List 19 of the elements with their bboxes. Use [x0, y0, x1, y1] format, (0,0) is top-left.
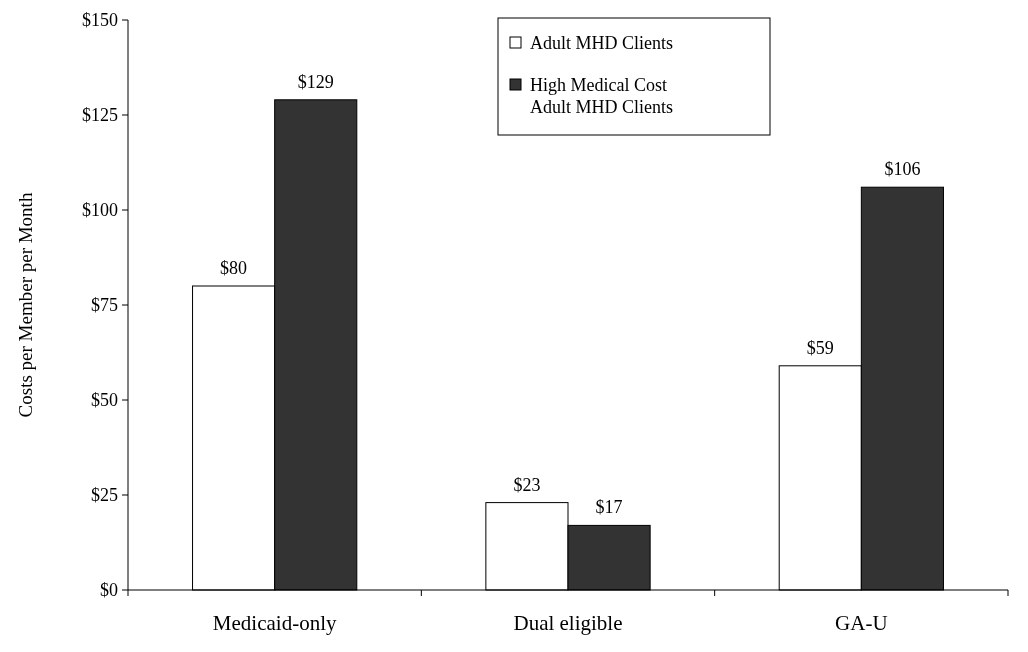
legend-label: High Medical Cost Adult MHD Clients — [530, 75, 674, 117]
y-tick-label: $50 — [91, 390, 118, 411]
y-tick-label: $75 — [91, 295, 118, 316]
data-label: $80 — [220, 258, 248, 278]
data-label: $17 — [595, 497, 623, 518]
y-axis-title: Costs per Member per Month — [15, 192, 36, 418]
data-label: $23 — [513, 474, 541, 495]
y-tick-label: $150 — [82, 10, 118, 31]
y-tick-label: $0 — [100, 580, 118, 601]
x-tick-label: GA-U — [835, 611, 888, 635]
legend-label: Adult MHD Clients — [530, 33, 674, 54]
y-tick-label: $25 — [91, 485, 118, 506]
x-tick-label: Dual eligible — [513, 611, 623, 635]
data-label: $59 — [806, 337, 834, 358]
y-tick-label: $125 — [82, 105, 118, 126]
data-label: $106 — [884, 159, 921, 180]
x-tick-label: Medicaid-only — [212, 611, 337, 635]
data-label: $129 — [297, 71, 334, 92]
y-tick-label: $100 — [82, 200, 118, 221]
